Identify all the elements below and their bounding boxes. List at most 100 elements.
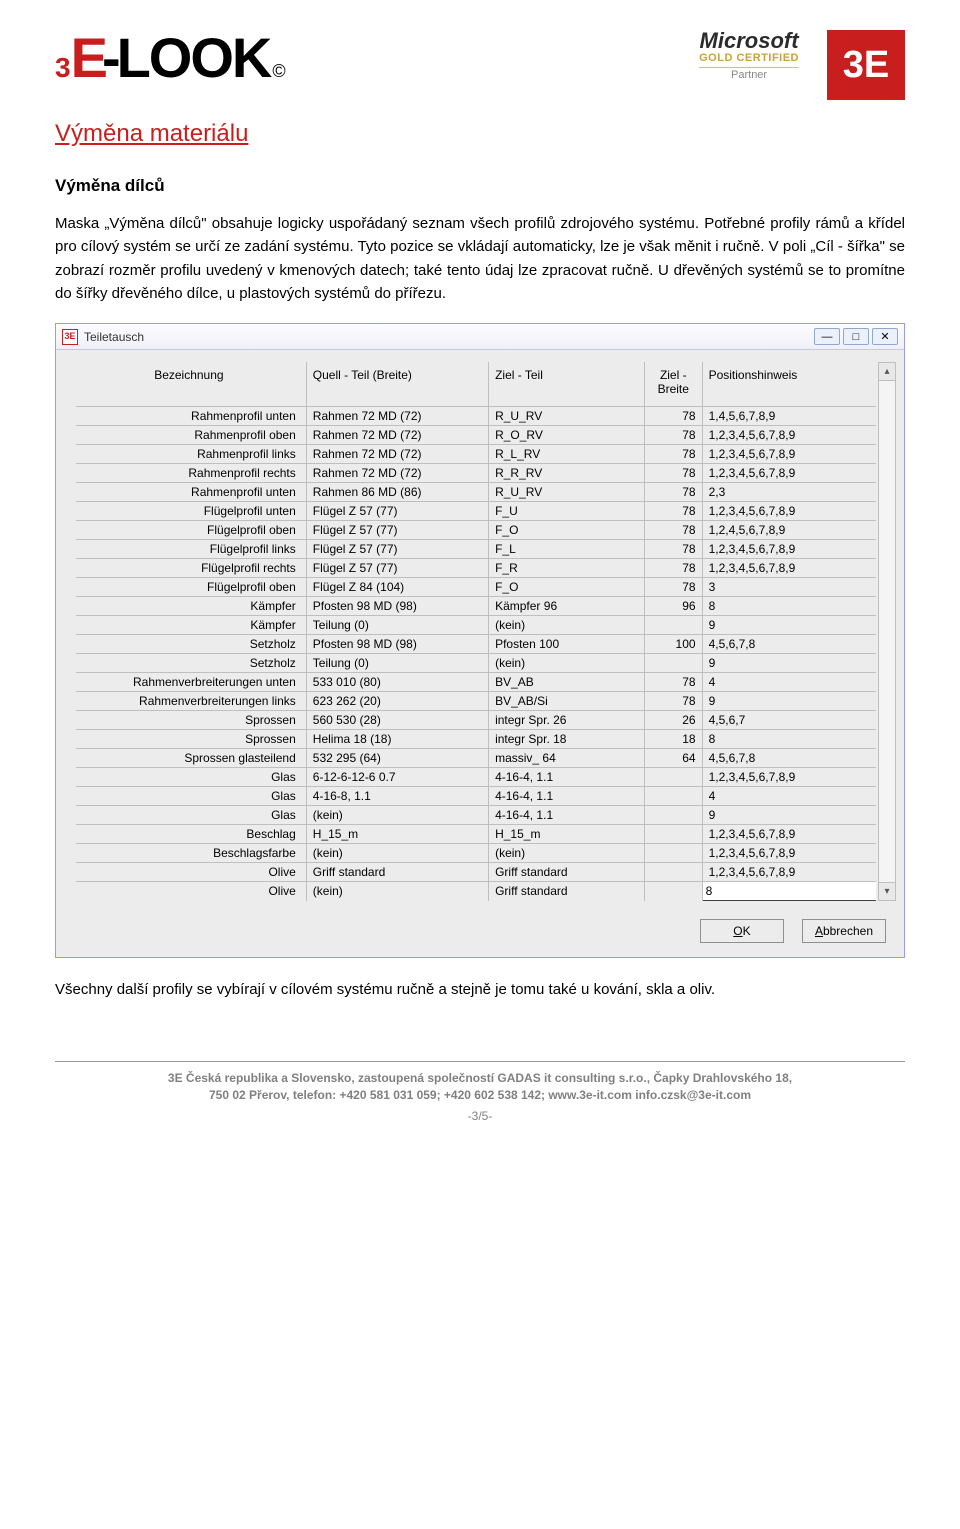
scroll-down-button[interactable]: ▾ — [879, 882, 895, 900]
cell-ziel-teil[interactable]: H_15_m — [489, 825, 645, 844]
table-row[interactable]: Rahmenprofil untenRahmen 86 MD (86)R_U_R… — [76, 483, 876, 502]
col-bezeichnung[interactable]: Bezeichnung — [76, 362, 306, 407]
col-quell-teil[interactable]: Quell - Teil (Breite) — [306, 362, 488, 407]
cell-quell-teil[interactable]: Pfosten 98 MD (98) — [306, 635, 488, 654]
cell-bezeichnung[interactable]: Flügelprofil rechts — [76, 559, 306, 578]
cell-bezeichnung[interactable]: Rahmenprofil unten — [76, 483, 306, 502]
table-row[interactable]: Flügelprofil rechtsFlügel Z 57 (77)F_R78… — [76, 559, 876, 578]
cell-quell-teil[interactable]: Flügel Z 57 (77) — [306, 502, 488, 521]
cell-positionshinweis[interactable]: 1,2,4,5,6,7,8,9 — [702, 521, 876, 540]
cell-ziel-breite[interactable]: 78 — [645, 426, 703, 445]
cell-ziel-teil[interactable]: (kein) — [489, 844, 645, 863]
cell-quell-teil[interactable]: 533 010 (80) — [306, 673, 488, 692]
scroll-track[interactable] — [879, 381, 895, 882]
table-row[interactable]: Flügelprofil linksFlügel Z 57 (77)F_L781… — [76, 540, 876, 559]
cell-quell-teil[interactable]: Teilung (0) — [306, 654, 488, 673]
cell-positionshinweis[interactable]: 4,5,6,7,8 — [702, 635, 876, 654]
col-ziel-breite[interactable]: Ziel - Breite — [645, 362, 703, 407]
table-row[interactable]: Rahmenprofil obenRahmen 72 MD (72)R_O_RV… — [76, 426, 876, 445]
cell-ziel-teil[interactable]: Pfosten 100 — [489, 635, 645, 654]
vertical-scrollbar[interactable]: ▴ ▾ — [878, 362, 896, 901]
cell-positionshinweis[interactable]: 1,2,3,4,5,6,7,8,9 — [702, 559, 876, 578]
cell-ziel-breite[interactable]: 18 — [645, 730, 703, 749]
cell-ziel-breite[interactable]: 78 — [645, 483, 703, 502]
cell-positionshinweis[interactable]: 9 — [702, 692, 876, 711]
cell-ziel-breite[interactable] — [645, 768, 703, 787]
cell-bezeichnung[interactable]: Flügelprofil oben — [76, 521, 306, 540]
cell-positionshinweis[interactable]: 9 — [702, 654, 876, 673]
table-row[interactable]: Glas(kein)4-16-4, 1.1 9 — [76, 806, 876, 825]
cell-bezeichnung[interactable]: Rahmenprofil unten — [76, 407, 306, 426]
cell-ziel-breite[interactable] — [645, 806, 703, 825]
cell-ziel-teil[interactable]: Griff standard — [489, 882, 645, 901]
cell-ziel-teil[interactable]: F_O — [489, 521, 645, 540]
cell-ziel-breite[interactable] — [645, 787, 703, 806]
cell-bezeichnung[interactable]: Rahmenverbreiterungen unten — [76, 673, 306, 692]
cell-quell-teil[interactable]: (kein) — [306, 844, 488, 863]
cell-bezeichnung[interactable]: Rahmenprofil links — [76, 445, 306, 464]
cell-ziel-breite[interactable]: 78 — [645, 540, 703, 559]
cell-bezeichnung[interactable]: Sprossen glasteilend — [76, 749, 306, 768]
table-row[interactable]: Glas6-12-6-12-6 0.74-16-4, 1.11,2,3,4,5,… — [76, 768, 876, 787]
cell-positionshinweis[interactable]: 1,4,5,6,7,8,9 — [702, 407, 876, 426]
table-row[interactable]: Rahmenprofil rechtsRahmen 72 MD (72)R_R_… — [76, 464, 876, 483]
cell-ziel-breite[interactable] — [645, 863, 703, 882]
col-positionshinweis[interactable]: Positionshinweis — [702, 362, 876, 407]
cell-positionshinweis[interactable]: 9 — [702, 806, 876, 825]
cell-ziel-breite[interactable]: 78 — [645, 407, 703, 426]
cell-quell-teil[interactable]: Rahmen 72 MD (72) — [306, 464, 488, 483]
cell-ziel-breite[interactable]: 78 — [645, 445, 703, 464]
cell-ziel-teil[interactable]: (kein) — [489, 654, 645, 673]
cancel-button[interactable]: Abbrechen — [802, 919, 886, 943]
cell-positionshinweis[interactable]: 3 — [702, 578, 876, 597]
cell-ziel-teil[interactable]: R_R_RV — [489, 464, 645, 483]
table-row[interactable]: Rahmenprofil linksRahmen 72 MD (72)R_L_R… — [76, 445, 876, 464]
cell-bezeichnung[interactable]: Setzholz — [76, 654, 306, 673]
table-row[interactable]: Glas4-16-8, 1.14-16-4, 1.14 — [76, 787, 876, 806]
maximize-button[interactable]: □ — [843, 328, 869, 345]
cell-ziel-breite[interactable]: 78 — [645, 673, 703, 692]
cell-quell-teil[interactable]: H_15_m — [306, 825, 488, 844]
cell-ziel-teil[interactable]: R_U_RV — [489, 407, 645, 426]
cell-ziel-breite[interactable]: 78 — [645, 521, 703, 540]
table-row[interactable]: OliveGriff standardGriff standard1,2,3,4… — [76, 863, 876, 882]
cell-ziel-breite[interactable] — [645, 825, 703, 844]
table-row[interactable]: Flügelprofil obenFlügel Z 57 (77)F_O781,… — [76, 521, 876, 540]
cell-bezeichnung[interactable]: Rahmenverbreiterungen links — [76, 692, 306, 711]
cell-positionshinweis[interactable]: 1,2,3,4,5,6,7,8,9 — [702, 502, 876, 521]
cell-ziel-teil[interactable]: BV_AB — [489, 673, 645, 692]
cell-bezeichnung[interactable]: Glas — [76, 806, 306, 825]
cell-positionshinweis[interactable]: 4 — [702, 787, 876, 806]
cell-quell-teil[interactable]: 560 530 (28) — [306, 711, 488, 730]
cell-ziel-teil[interactable]: F_R — [489, 559, 645, 578]
cell-quell-teil[interactable]: Rahmen 72 MD (72) — [306, 407, 488, 426]
cell-ziel-teil[interactable]: (kein) — [489, 616, 645, 635]
cell-bezeichnung[interactable]: Rahmenprofil rechts — [76, 464, 306, 483]
cell-ziel-teil[interactable]: massiv_ 64 — [489, 749, 645, 768]
cell-ziel-teil[interactable]: F_L — [489, 540, 645, 559]
cell-bezeichnung[interactable]: Flügelprofil unten — [76, 502, 306, 521]
cell-ziel-breite[interactable]: 78 — [645, 502, 703, 521]
cell-ziel-teil[interactable]: 4-16-4, 1.1 — [489, 806, 645, 825]
table-row[interactable]: SprossenHelima 18 (18)integr Spr. 18188 — [76, 730, 876, 749]
cell-quell-teil[interactable]: Rahmen 86 MD (86) — [306, 483, 488, 502]
cell-bezeichnung[interactable]: Olive — [76, 882, 306, 901]
cell-positionshinweis[interactable]: 2,3 — [702, 483, 876, 502]
table-row[interactable]: Flügelprofil untenFlügel Z 57 (77)F_U781… — [76, 502, 876, 521]
cell-ziel-breite[interactable]: 26 — [645, 711, 703, 730]
cell-quell-teil[interactable]: (kein) — [306, 806, 488, 825]
cell-ziel-breite[interactable] — [645, 882, 703, 901]
cell-ziel-teil[interactable]: integr Spr. 26 — [489, 711, 645, 730]
cell-quell-teil[interactable]: Flügel Z 57 (77) — [306, 559, 488, 578]
cell-ziel-breite[interactable]: 78 — [645, 559, 703, 578]
cell-ziel-teil[interactable]: Kämpfer 96 — [489, 597, 645, 616]
cell-ziel-teil[interactable]: 4-16-4, 1.1 — [489, 768, 645, 787]
cell-ziel-teil[interactable]: BV_AB/Si — [489, 692, 645, 711]
cell-positionshinweis[interactable]: 1,2,3,4,5,6,7,8,9 — [702, 863, 876, 882]
cell-quell-teil[interactable]: Flügel Z 57 (77) — [306, 540, 488, 559]
table-row[interactable]: KämpferTeilung (0)(kein)9 — [76, 616, 876, 635]
cell-quell-teil[interactable]: Flügel Z 57 (77) — [306, 521, 488, 540]
cell-bezeichnung[interactable]: Beschlagsfarbe — [76, 844, 306, 863]
cell-bezeichnung[interactable]: Sprossen — [76, 711, 306, 730]
cell-positionshinweis[interactable]: 1,2,3,4,5,6,7,8,9 — [702, 540, 876, 559]
